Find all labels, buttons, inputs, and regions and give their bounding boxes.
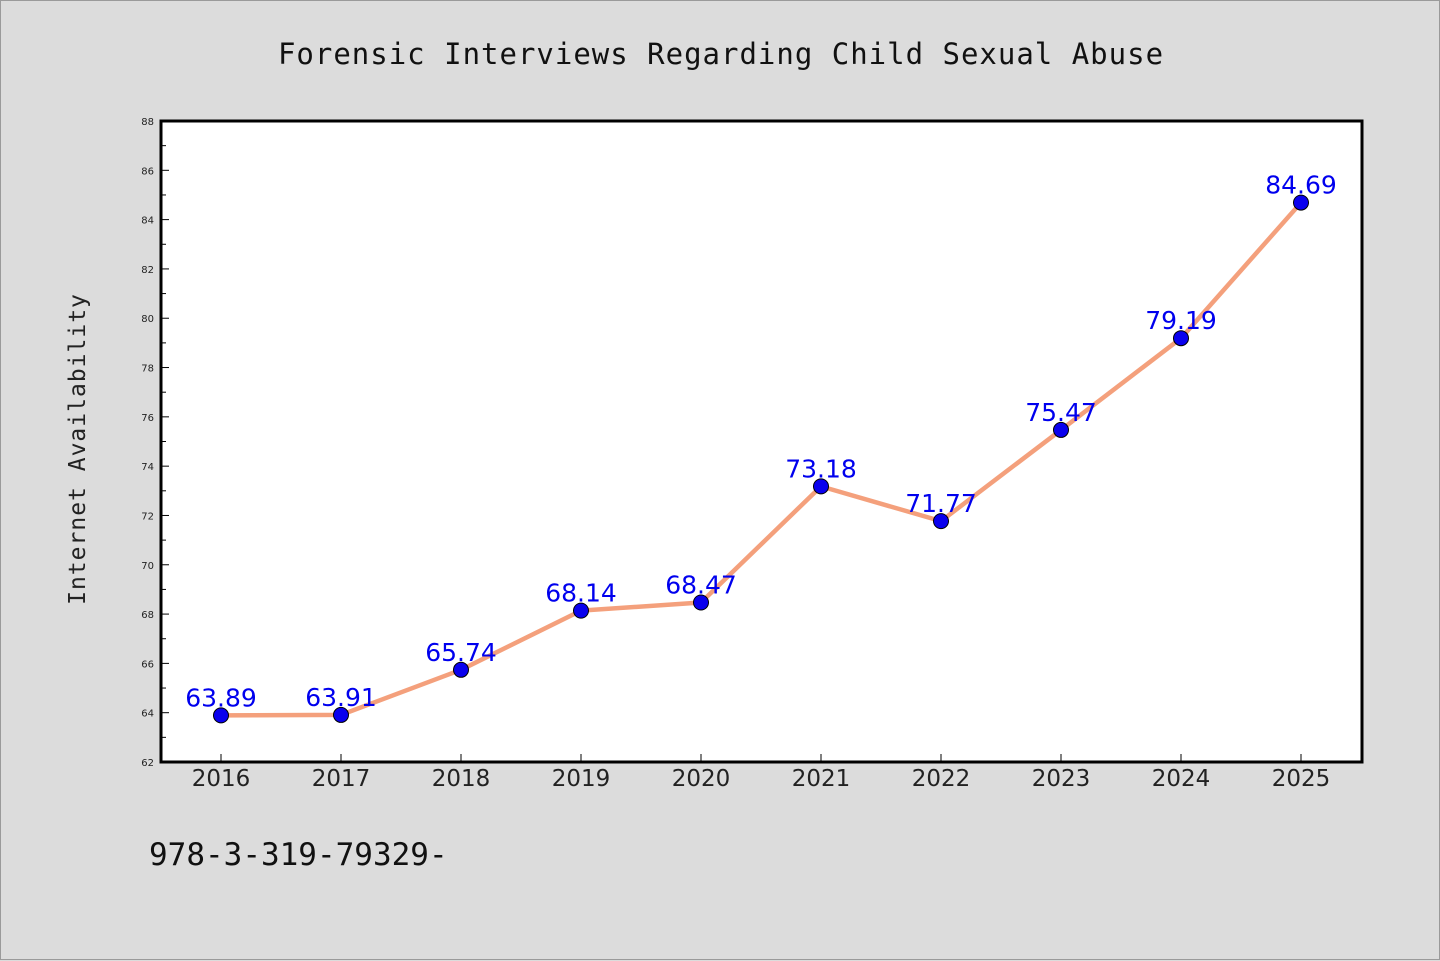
x-tick-label: 2019 <box>552 766 611 792</box>
y-tick-label: 66 <box>141 659 154 670</box>
x-tick-label: 2018 <box>432 766 491 792</box>
plot-area <box>161 121 1362 762</box>
x-axis-ticks: 2016 2017 2018 2019 2020 2021 2022 2023 2024 2025 <box>192 754 1331 792</box>
data-point-2024 <box>1173 330 1189 347</box>
plot-frame <box>159 119 1364 764</box>
y-tick-label: 76 <box>141 413 154 424</box>
data-label-2019: 68.14 <box>545 579 617 608</box>
data-label-2022: 71.77 <box>905 489 977 518</box>
y-axis-label: Internet Availability <box>65 293 91 605</box>
data-label-2024: 79.19 <box>1145 306 1217 335</box>
y-tick-label: 82 <box>141 265 154 276</box>
data-point-2016 <box>213 707 229 724</box>
y-tick-label: 68 <box>141 610 154 621</box>
chart-title: Forensic Interviews Regarding Child Sexu… <box>278 37 1164 71</box>
y-tick-label: 70 <box>141 561 154 572</box>
y-tick-label: 80 <box>141 314 154 325</box>
data-markers <box>213 194 1309 724</box>
data-point-2019 <box>573 602 589 619</box>
data-point-2022 <box>933 513 949 530</box>
data-point-2023 <box>1053 421 1069 438</box>
data-point-2018 <box>453 661 469 678</box>
y-tick-label: 62 <box>141 758 154 769</box>
x-tick-label: 2020 <box>672 766 731 792</box>
data-label-2018: 65.74 <box>425 638 497 667</box>
y-tick-label: 84 <box>141 216 154 227</box>
data-label-2025: 84.69 <box>1265 171 1337 200</box>
x-tick-label: 2017 <box>312 766 371 792</box>
x-tick-label: 2022 <box>912 766 971 792</box>
data-point-2020 <box>693 594 709 611</box>
series-line <box>218 200 1304 718</box>
data-point-2025 <box>1293 194 1309 211</box>
x-tick-label: 2016 <box>192 766 251 792</box>
data-label-2021: 73.18 <box>785 454 857 483</box>
y-tick-label: 64 <box>141 709 154 720</box>
y-tick-label: 88 <box>141 117 154 128</box>
data-point-2021 <box>813 478 829 495</box>
data-label-2017: 63.91 <box>305 683 377 712</box>
x-tick-label: 2024 <box>1152 766 1211 792</box>
x-tick-label: 2023 <box>1032 766 1091 792</box>
x-tick-label: 2021 <box>792 766 851 792</box>
footer-code: 978-3-319-79329- <box>149 837 448 873</box>
y-tick-label: 72 <box>141 511 154 522</box>
y-tick-label: 78 <box>141 364 154 375</box>
data-label-2016: 63.89 <box>185 683 257 712</box>
y-tick-label: 74 <box>141 462 154 473</box>
data-point-2017 <box>333 706 349 723</box>
y-axis-ticks: 62 64 66 68 70 72 74 76 78 80 82 84 86 88 <box>141 117 169 769</box>
data-label-2020: 68.47 <box>665 570 737 599</box>
y-tick-label: 86 <box>141 166 154 177</box>
x-tick-label: 2025 <box>1272 766 1331 792</box>
data-labels: 63.89 63.91 65.74 68.14 68.47 73.18 71.77 75.47… <box>185 171 1337 713</box>
data-label-2023: 75.47 <box>1025 398 1097 427</box>
